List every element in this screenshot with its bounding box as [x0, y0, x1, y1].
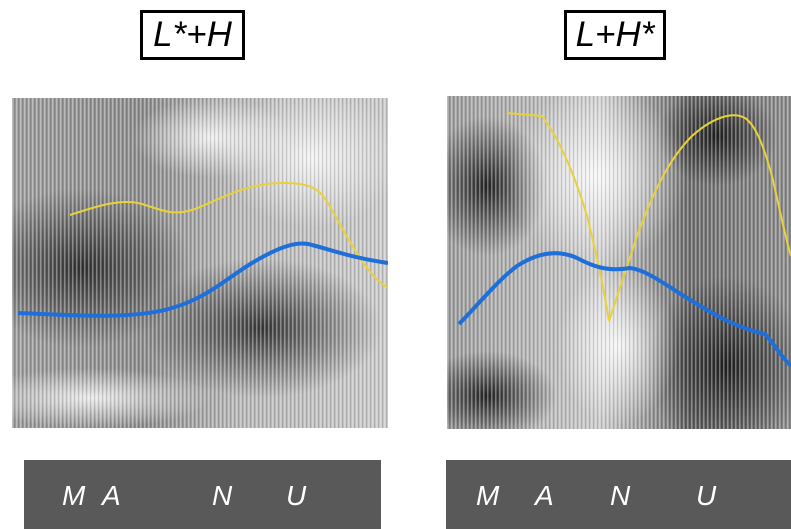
panel-title-left: L*+H	[140, 10, 245, 60]
panel-title-right: L+H*	[564, 10, 666, 60]
intensity-contour-right	[506, 112, 791, 322]
spectrogram-right	[447, 96, 791, 429]
segment-label: U	[286, 480, 307, 511]
intensity-contour-left	[69, 181, 388, 289]
segment-label: M	[62, 480, 86, 511]
segment-tier-left: M A N U	[24, 460, 381, 529]
segment-label: A	[102, 480, 121, 511]
panel-title-right-text: L+H*	[575, 15, 655, 54]
segment-label: M	[476, 480, 500, 511]
segment-tier-right: M A N U	[446, 460, 791, 529]
segment-label: N	[212, 480, 233, 511]
pitch-contour-left	[17, 241, 388, 318]
pitch-contour-right	[457, 251, 791, 368]
spectrogram-left	[12, 98, 388, 428]
segment-label: A	[535, 480, 554, 511]
segment-label: N	[610, 480, 631, 511]
panel-title-left-text: L*+H	[153, 15, 232, 54]
segment-label: U	[696, 480, 717, 511]
